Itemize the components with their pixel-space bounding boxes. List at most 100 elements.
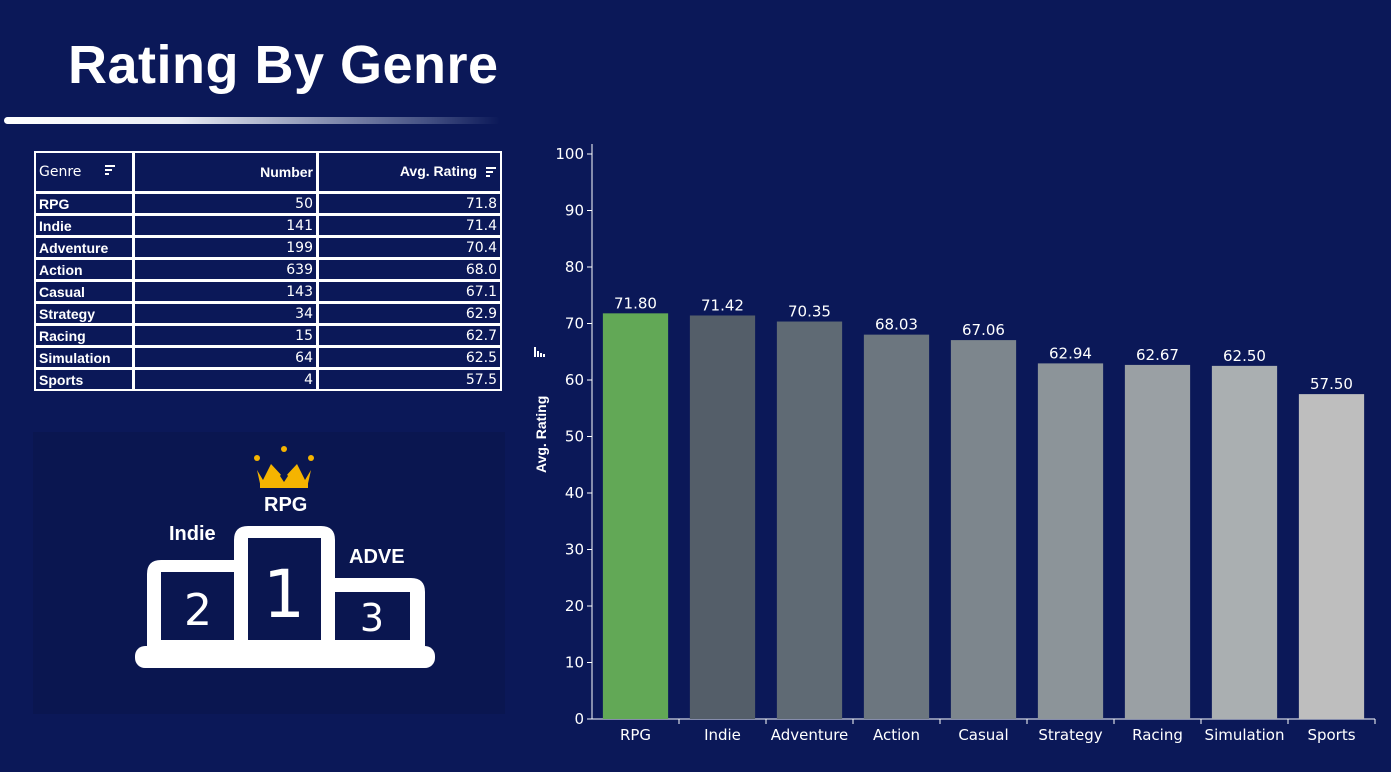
podium-panel: 1 2 3 RPG Indie ADVE bbox=[33, 432, 505, 714]
column-header-genre-label: Genre bbox=[39, 164, 82, 180]
genre-cell: Strategy bbox=[36, 304, 135, 326]
page-title: Rating By Genre bbox=[68, 35, 499, 95]
number-cell: 639 bbox=[135, 260, 319, 282]
y-axis: 0 10 20 30 40 50 60 70 80 90 100 bbox=[555, 144, 593, 728]
bar-value-label: 62.67 bbox=[1136, 346, 1179, 364]
podium-first-label: RPG bbox=[264, 494, 308, 516]
x-tick-label: Racing bbox=[1132, 726, 1183, 744]
column-header-number[interactable]: Number bbox=[135, 153, 319, 194]
number-cell: 4 bbox=[135, 370, 319, 389]
x-tick-label: Strategy bbox=[1038, 726, 1102, 744]
number-cell: 141 bbox=[135, 216, 319, 238]
podium-third-label: ADVE bbox=[349, 546, 405, 568]
title-underline bbox=[4, 117, 500, 124]
avg-rating-cell: 71.4 bbox=[319, 216, 500, 238]
table-row: Strategy 34 62.9 bbox=[36, 304, 500, 326]
bar-indie bbox=[689, 315, 756, 719]
y-tick-label: 90 bbox=[565, 202, 584, 220]
column-header-avg-rating-label: Avg. Rating bbox=[399, 163, 478, 180]
bar-racing bbox=[1124, 364, 1191, 719]
pin-icon bbox=[534, 347, 545, 357]
podium-place-1: 1 bbox=[263, 556, 305, 633]
avg-rating-cell: 68.0 bbox=[319, 260, 500, 282]
table-row: Simulation 64 62.5 bbox=[36, 348, 500, 370]
bar-value-label: 71.42 bbox=[701, 296, 744, 314]
podium-second-label: Indie bbox=[169, 523, 216, 545]
x-tick-label: Indie bbox=[704, 726, 741, 744]
y-tick-label: 70 bbox=[565, 315, 584, 333]
bar-simulation bbox=[1211, 365, 1278, 719]
genre-cell: Sports bbox=[36, 370, 135, 389]
column-header-avg-rating[interactable]: Avg. Rating bbox=[319, 153, 500, 194]
table-row: Adventure 199 70.4 bbox=[36, 238, 500, 260]
y-tick-label: 20 bbox=[565, 597, 584, 615]
genre-cell: Action bbox=[36, 260, 135, 282]
table-row: Casual 143 67.1 bbox=[36, 282, 500, 304]
table-row: Action 639 68.0 bbox=[36, 260, 500, 282]
number-cell: 64 bbox=[135, 348, 319, 370]
avg-rating-cell: 62.7 bbox=[319, 326, 500, 348]
rating-bar-chart: 0 10 20 30 40 50 60 70 80 90 100 RPG Indie Adventure… bbox=[533, 144, 1376, 744]
bar-value-label: 70.35 bbox=[788, 303, 831, 321]
y-tick-label: 50 bbox=[565, 428, 584, 446]
sort-icon[interactable] bbox=[485, 165, 497, 181]
table-header-row: Genre Number Avg. Rating bbox=[36, 153, 500, 194]
avg-rating-cell: 62.5 bbox=[319, 348, 500, 370]
podium-blocks bbox=[135, 526, 435, 668]
table-row: Racing 15 62.7 bbox=[36, 326, 500, 348]
bar-value-label: 68.03 bbox=[875, 316, 918, 334]
y-tick-label: 0 bbox=[574, 710, 584, 728]
podium-place-3: 3 bbox=[360, 596, 384, 640]
bar-sports bbox=[1298, 394, 1365, 719]
table-row: Sports 4 57.5 bbox=[36, 370, 500, 389]
avg-rating-cell: 62.9 bbox=[319, 304, 500, 326]
sort-icon[interactable] bbox=[104, 164, 116, 180]
number-cell: 50 bbox=[135, 194, 319, 216]
avg-rating-cell: 57.5 bbox=[319, 370, 500, 389]
bar-action bbox=[863, 334, 930, 719]
x-axis: RPG Indie Adventure Action Casual Strategy Rac… bbox=[592, 718, 1376, 744]
bar-value-label: 67.06 bbox=[962, 321, 1005, 339]
genre-cell: RPG bbox=[36, 194, 135, 216]
avg-rating-cell: 67.1 bbox=[319, 282, 500, 304]
column-header-genre[interactable]: Genre bbox=[36, 153, 135, 194]
bars: 71.80 71.42 70.35 68.03 67.06 62.94 62.67 62.50… bbox=[602, 294, 1365, 719]
number-cell: 34 bbox=[135, 304, 319, 326]
y-tick-label: 30 bbox=[565, 541, 584, 559]
number-cell: 199 bbox=[135, 238, 319, 260]
podium-place-2: 2 bbox=[184, 585, 212, 636]
genre-cell: Simulation bbox=[36, 348, 135, 370]
number-cell: 15 bbox=[135, 326, 319, 348]
crown-icon bbox=[254, 446, 314, 488]
bar-value-label: 71.80 bbox=[614, 294, 657, 312]
genre-cell: Casual bbox=[36, 282, 135, 304]
avg-rating-cell: 70.4 bbox=[319, 238, 500, 260]
bar-rpg bbox=[602, 313, 669, 719]
bar-adventure bbox=[776, 321, 843, 719]
x-tick-label: Adventure bbox=[771, 726, 849, 744]
podium-graphic: 1 2 3 bbox=[135, 446, 435, 668]
x-tick-label: Sports bbox=[1307, 726, 1355, 744]
bar-value-label: 62.50 bbox=[1223, 347, 1266, 365]
bar-strategy bbox=[1037, 363, 1104, 719]
y-tick-label: 40 bbox=[565, 484, 584, 502]
table-row: RPG 50 71.8 bbox=[36, 194, 500, 216]
number-cell: 143 bbox=[135, 282, 319, 304]
x-tick-label: Simulation bbox=[1205, 726, 1285, 744]
bar-value-label: 57.50 bbox=[1310, 375, 1353, 393]
bar-value-label: 62.94 bbox=[1049, 344, 1092, 362]
y-axis-title: Avg. Rating bbox=[533, 396, 549, 473]
x-tick-label: Action bbox=[873, 726, 920, 744]
y-tick-label: 10 bbox=[565, 654, 584, 672]
y-tick-label: 80 bbox=[565, 258, 584, 276]
genre-cell: Racing bbox=[36, 326, 135, 348]
x-tick-label: Casual bbox=[958, 726, 1008, 744]
genre-cell: Indie bbox=[36, 216, 135, 238]
avg-rating-cell: 71.8 bbox=[319, 194, 500, 216]
genre-rating-table: Genre Number Avg. Rating RPG 50 71.8 Indie… bbox=[34, 151, 502, 391]
y-tick-label: 100 bbox=[555, 145, 584, 163]
bar-casual bbox=[950, 340, 1017, 719]
x-tick-label: RPG bbox=[620, 726, 651, 744]
table-row: Indie 141 71.4 bbox=[36, 216, 500, 238]
genre-cell: Adventure bbox=[36, 238, 135, 260]
